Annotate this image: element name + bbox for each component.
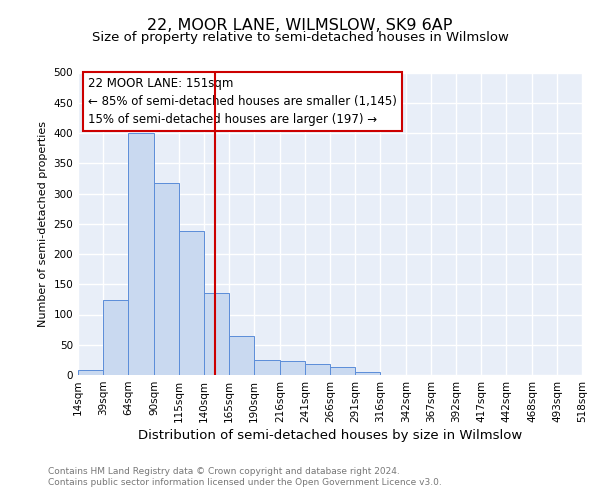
Y-axis label: Number of semi-detached properties: Number of semi-detached properties	[38, 120, 48, 327]
Bar	[330, 366, 355, 375]
Text: Contains public sector information licensed under the Open Government Licence v3: Contains public sector information licen…	[48, 478, 442, 487]
Bar	[254, 360, 280, 375]
Bar	[280, 361, 305, 375]
Bar	[204, 292, 229, 375]
Bar	[355, 372, 380, 375]
Text: 22 MOOR LANE: 151sqm
← 85% of semi-detached houses are smaller (1,145)
15% of se: 22 MOOR LANE: 151sqm ← 85% of semi-detac…	[88, 77, 397, 126]
Bar	[229, 336, 254, 375]
Text: Size of property relative to semi-detached houses in Wilmslow: Size of property relative to semi-detach…	[92, 31, 508, 44]
Bar	[103, 300, 128, 375]
Text: 22, MOOR LANE, WILMSLOW, SK9 6AP: 22, MOOR LANE, WILMSLOW, SK9 6AP	[148, 18, 452, 32]
Bar	[154, 182, 179, 375]
Bar	[305, 364, 330, 375]
Bar	[128, 133, 154, 375]
Bar	[179, 231, 204, 375]
X-axis label: Distribution of semi-detached houses by size in Wilmslow: Distribution of semi-detached houses by …	[138, 429, 522, 442]
Text: Contains HM Land Registry data © Crown copyright and database right 2024.: Contains HM Land Registry data © Crown c…	[48, 467, 400, 476]
Bar	[78, 370, 103, 375]
